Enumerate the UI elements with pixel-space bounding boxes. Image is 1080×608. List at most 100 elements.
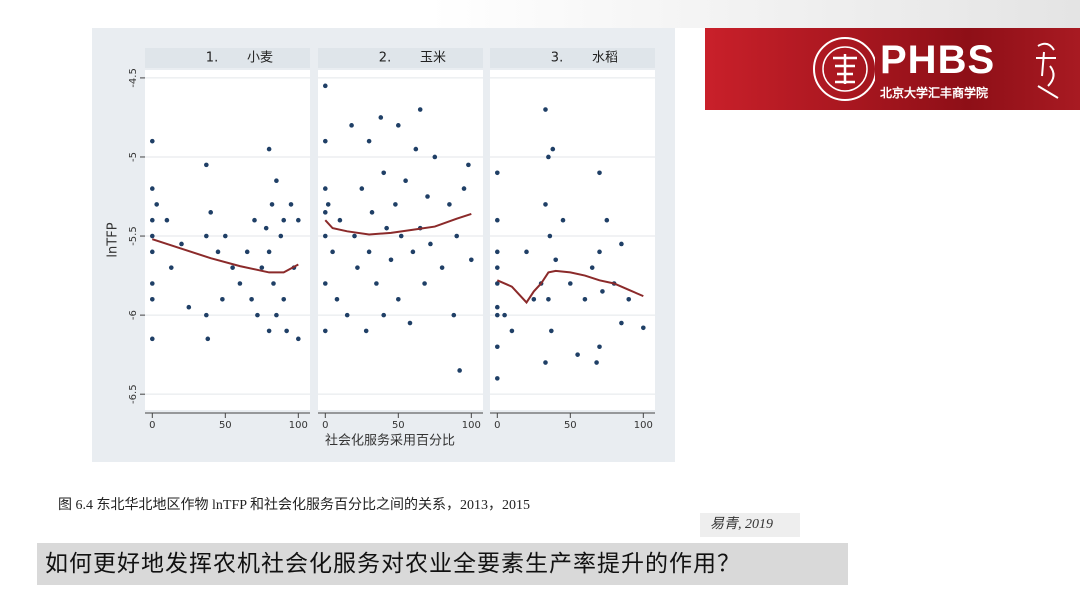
scatter-point	[495, 265, 500, 270]
scatter-point	[369, 210, 375, 215]
x-tick-label: 100	[289, 420, 308, 431]
scatter-point	[359, 186, 365, 191]
scatter-point	[619, 320, 624, 326]
scatter-point	[325, 202, 331, 207]
scatter-point	[237, 281, 243, 286]
scatter-point	[266, 328, 272, 334]
scatter-point	[495, 217, 500, 223]
scatter-point	[179, 241, 184, 247]
scatter-point	[323, 281, 328, 286]
scatter-point	[355, 265, 360, 270]
scatter-point	[150, 233, 155, 239]
scatter-point	[597, 249, 602, 255]
scatter-point	[168, 265, 174, 270]
scatter-point	[509, 328, 515, 334]
scatter-point	[589, 265, 595, 270]
y-tick-label: -5	[128, 152, 139, 162]
scatter-point	[524, 249, 529, 255]
scatter-point	[281, 217, 287, 223]
scatter-point	[549, 328, 554, 334]
scatter-point	[495, 304, 500, 310]
scatter-point	[266, 249, 272, 255]
scatter-point	[366, 138, 372, 144]
scatter-point	[323, 328, 328, 334]
x-tick-label: 50	[392, 420, 405, 431]
scatter-point	[457, 368, 462, 373]
scatter-point	[150, 297, 155, 302]
scatter-point	[269, 202, 275, 207]
scatter-point	[469, 257, 474, 263]
scatter-point	[550, 146, 556, 152]
scatter-point	[597, 344, 602, 350]
scatter-point	[323, 138, 328, 144]
scatter-point	[454, 233, 460, 239]
scatter-point	[560, 217, 566, 223]
scatter-point	[378, 115, 384, 120]
scatter-point	[546, 154, 551, 160]
scatter-point	[288, 202, 294, 207]
scatter-point	[323, 186, 328, 191]
scatter-point	[366, 249, 372, 255]
scatter-point	[252, 217, 257, 223]
scatter-point	[349, 123, 354, 128]
scatter-point	[619, 241, 624, 247]
y-tick-label: -4.5	[128, 68, 139, 88]
scatter-point	[255, 312, 260, 318]
scatter-point	[604, 217, 610, 223]
scatter-point	[150, 249, 155, 255]
scatter-point	[495, 281, 500, 286]
scatter-point	[447, 202, 452, 207]
fit-line	[324, 212, 472, 236]
scatter-point	[381, 312, 387, 318]
scatter-point	[432, 154, 438, 160]
scatter-point	[495, 376, 500, 381]
scatter-point	[398, 233, 404, 239]
scatter-point	[334, 297, 340, 302]
scatter-point	[150, 281, 155, 286]
scatter-point	[230, 265, 235, 270]
plot-area	[145, 70, 310, 410]
top-band	[430, 0, 1080, 28]
scatter-point	[600, 289, 605, 294]
figure-caption: 图 6.4 东北华北地区作物 lnTFP 和社会化服务百分比之间的关系，2013…	[58, 498, 530, 513]
x-tick-label: 0	[322, 420, 328, 431]
panel-title: 水稻	[592, 51, 618, 66]
plot-area	[318, 70, 483, 410]
scatter-point	[451, 312, 457, 318]
scatter-point	[597, 170, 602, 176]
y-tick-label: -6.5	[128, 384, 139, 404]
scatter-point	[531, 297, 537, 302]
scatter-point	[244, 249, 250, 255]
panel-title: 小麦	[247, 51, 273, 66]
scatter-point	[223, 233, 228, 239]
x-tick-label: 0	[494, 420, 500, 431]
scatter-point	[271, 281, 276, 286]
logo-calligraphy	[1036, 42, 1059, 99]
scatter-point	[352, 233, 357, 239]
logo-name: PHBS	[880, 38, 996, 82]
y-tick-label: -5.5	[128, 226, 139, 246]
scatter-point	[363, 328, 369, 334]
panel-label: 2.	[379, 51, 391, 66]
chart: 1. 小麦 -4.5 -5 -5.5 -6 -6.5 0 50 100 lnTFP 2. 玉米 0 50 10…	[105, 48, 655, 449]
scatter-point	[582, 297, 588, 302]
scatter-point	[543, 360, 548, 365]
scatter-point	[281, 297, 287, 302]
x-tick-label: 0	[149, 420, 155, 431]
scatter-point	[374, 281, 379, 286]
logo-seal	[813, 37, 875, 101]
scatter-point	[547, 233, 553, 239]
scatter-point	[164, 217, 170, 223]
scatter-point	[323, 210, 328, 215]
panel-strip	[145, 48, 310, 68]
x-tick-label: 100	[634, 420, 653, 431]
scatter-point	[396, 123, 401, 128]
scatter-point	[568, 281, 573, 286]
scatter-point	[393, 202, 398, 207]
scatter-point	[204, 233, 209, 239]
scatter-point	[396, 297, 401, 302]
panel-strip	[490, 48, 655, 68]
scatter-point	[323, 83, 328, 89]
x-tick-label: 50	[564, 420, 577, 431]
